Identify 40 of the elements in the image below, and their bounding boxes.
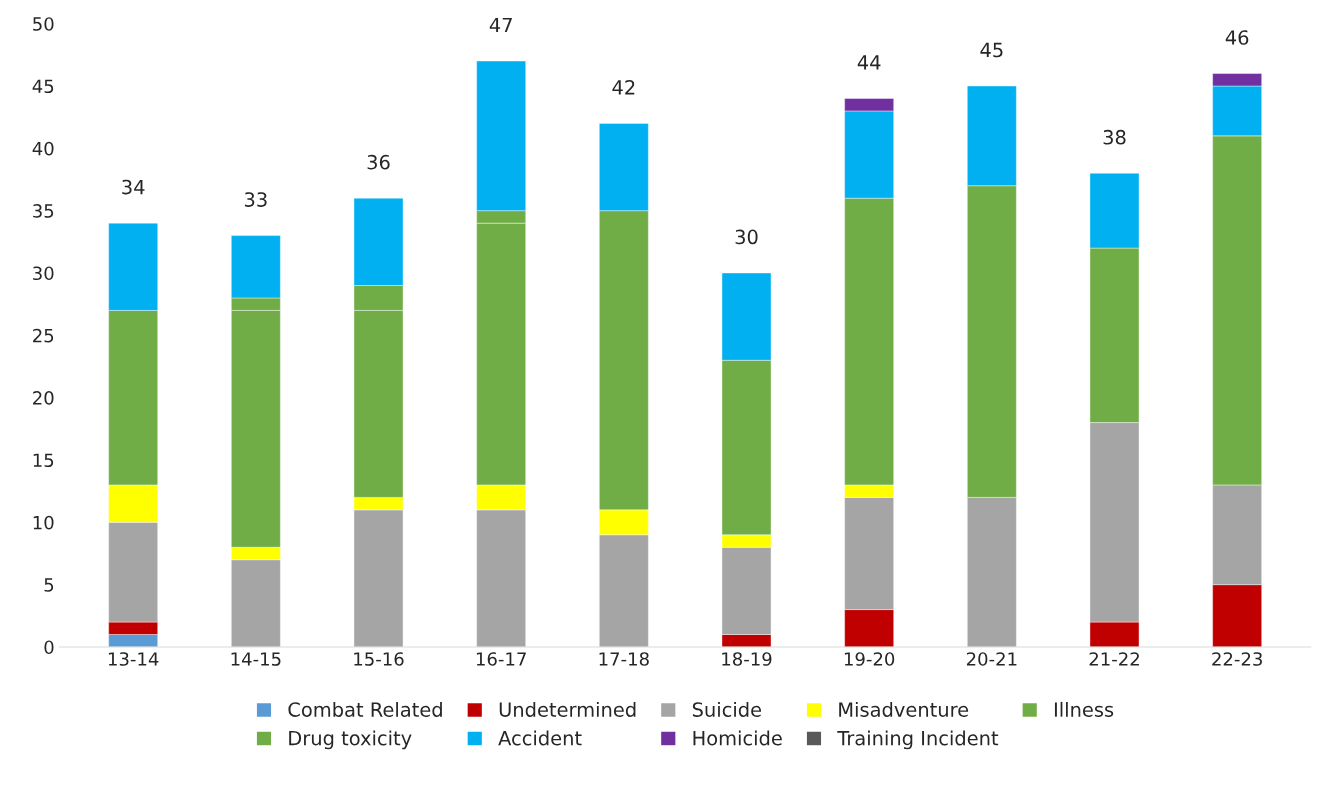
y-tick-label: 50 xyxy=(33,17,54,31)
y-tick-label: 5 xyxy=(44,578,54,592)
total-label: 33 xyxy=(244,192,267,207)
legend-label: Illness xyxy=(1054,701,1114,717)
y-tick-label: 45 xyxy=(32,79,54,94)
x-tick-label: 16-17 xyxy=(476,652,526,666)
legend-label: Suicide xyxy=(692,701,762,717)
legend-label: Drug toxicity xyxy=(289,730,412,750)
total-label: 34 xyxy=(122,179,145,195)
x-tick-label: 17-18 xyxy=(599,652,649,666)
legend-label: Misadventure xyxy=(839,701,969,717)
y-tick-label: 25 xyxy=(33,328,54,343)
x-tick-label: 21-22 xyxy=(1089,652,1139,666)
x-tick-label: 15-16 xyxy=(354,652,404,666)
total-label: 38 xyxy=(1103,129,1126,145)
x-tick-label: 14-15 xyxy=(231,652,281,666)
legend-label: Accident xyxy=(498,730,582,746)
x-tick-label: 13-14 xyxy=(108,652,159,666)
total-label: 45 xyxy=(980,42,1003,58)
y-tick-label: 40 xyxy=(32,141,54,156)
y-tick-label: 35 xyxy=(33,204,54,218)
y-tick-label: 30 xyxy=(33,266,54,281)
total-label: 42 xyxy=(612,79,635,95)
y-tick-label: 0 xyxy=(44,640,54,655)
y-tick-label: 10 xyxy=(33,515,54,530)
x-tick-label: 18-19 xyxy=(722,652,772,666)
total-label: 30 xyxy=(735,229,758,245)
y-tick-label: 15 xyxy=(33,453,54,468)
legend-label: Homicide xyxy=(693,730,782,746)
x-tick-label: 20-21 xyxy=(966,652,1017,666)
total-label: 44 xyxy=(857,55,881,70)
total-label: 36 xyxy=(367,154,390,170)
legend-label: Combat Related xyxy=(288,701,442,717)
total-label: 46 xyxy=(1225,30,1249,45)
total-label: 47 xyxy=(489,17,512,33)
legend-label: Undetermined xyxy=(499,701,636,717)
x-tick-label: 22-23 xyxy=(1212,652,1262,666)
y-tick-label: 20 xyxy=(33,391,54,405)
legend-label: Training Incident xyxy=(837,730,999,750)
x-tick-label: 19-20 xyxy=(844,652,895,666)
